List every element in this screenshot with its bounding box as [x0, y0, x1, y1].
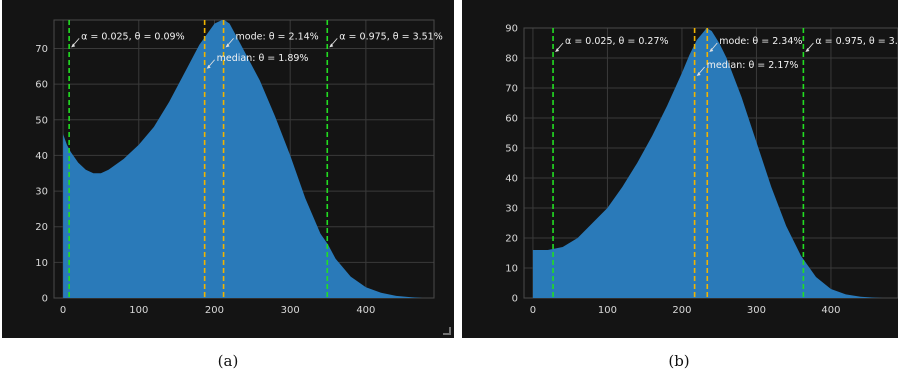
x-tick-label: 0 [530, 305, 536, 316]
x-tick-label: 300 [281, 305, 300, 316]
x-tick-label: 400 [821, 305, 840, 316]
histogram-area [532, 28, 884, 298]
annotation-arrowhead [805, 48, 810, 52]
annotation-arrowhead [329, 43, 334, 48]
resize-grip-icon[interactable] [443, 327, 451, 335]
y-tick-label: 60 [505, 114, 518, 125]
annotation-arrow [556, 42, 564, 51]
y-tick-label: 0 [42, 294, 48, 305]
annotation-label: mode: θ = 2.34% [719, 36, 802, 47]
annotation-arrowhead [71, 43, 76, 48]
y-tick-label: 70 [505, 84, 518, 95]
annotation-arrowhead [206, 64, 211, 69]
annotation-arrow [710, 42, 718, 51]
y-tick-label: 50 [505, 144, 518, 155]
y-tick-label: 80 [505, 54, 518, 65]
histogram-chart-b: 0 10 20 30 40 50 60 70 80 90 0 100 200 300 400 α = 0.02… [505, 24, 898, 316]
chart-panel-b: 0 10 20 30 40 50 60 70 80 90 0 100 200 300 400 α = 0.02… [462, 0, 898, 338]
annotation-arrow [807, 42, 814, 51]
annotation-label: α = 0.025, θ = 0.09% [81, 31, 184, 42]
annotation-arrow [227, 38, 234, 46]
annotation-arrowhead [555, 48, 560, 52]
y-tick-label: 50 [35, 115, 48, 126]
y-tick-label: 90 [505, 24, 518, 35]
y-tick-label: 30 [505, 204, 518, 215]
annotation-arrowhead [225, 43, 230, 48]
x-tick-label: 200 [205, 305, 224, 316]
y-tick-label: 20 [35, 222, 48, 233]
annotation-arrowhead [709, 48, 714, 52]
annotation-arrow [698, 66, 705, 75]
annotation-arrowhead [696, 72, 701, 76]
caption-b: (b) [668, 352, 690, 370]
x-tick-label: 100 [129, 305, 148, 316]
x-tick-label: 0 [60, 305, 66, 316]
annotation-label: α = 0.025, θ = 0.27% [565, 36, 669, 47]
x-tick-label: 200 [672, 305, 691, 316]
y-tick-label: 40 [35, 151, 48, 162]
x-tick-label: 400 [356, 305, 375, 316]
histogram-chart-a: 0 10 20 30 40 50 60 70 0 100 200 300 400 α = 0.025, θ… [35, 19, 443, 316]
x-tick-label: 100 [598, 305, 617, 316]
annotation-label: α = 0.975, θ = 3.51% [339, 31, 443, 42]
y-tick-label: 70 [35, 44, 48, 55]
annotation-label: median: θ = 1.89% [217, 53, 309, 64]
annotation-arrow [208, 59, 215, 68]
histogram-area [63, 20, 423, 298]
y-tick-label: 20 [505, 234, 518, 245]
caption-a: (a) [217, 352, 239, 370]
y-tick-label: 30 [35, 187, 48, 198]
annotation-label: α = 0.975, θ = 3.63 [815, 36, 898, 47]
y-tick-label: 40 [505, 174, 518, 185]
y-tick-label: 60 [35, 80, 48, 91]
chart-panel-a: 0 10 20 30 40 50 60 70 0 100 200 300 400 α = 0.025, θ… [2, 0, 454, 338]
x-tick-label: 300 [747, 305, 766, 316]
y-tick-label: 10 [505, 264, 518, 275]
annotation-arrow [72, 38, 80, 46]
annotation-label: median: θ = 2.17% [707, 60, 799, 71]
annotation-arrow [330, 38, 338, 46]
y-tick-label: 0 [512, 294, 518, 305]
annotation-label: mode: θ = 2.14% [236, 31, 319, 42]
y-tick-label: 10 [35, 258, 48, 269]
